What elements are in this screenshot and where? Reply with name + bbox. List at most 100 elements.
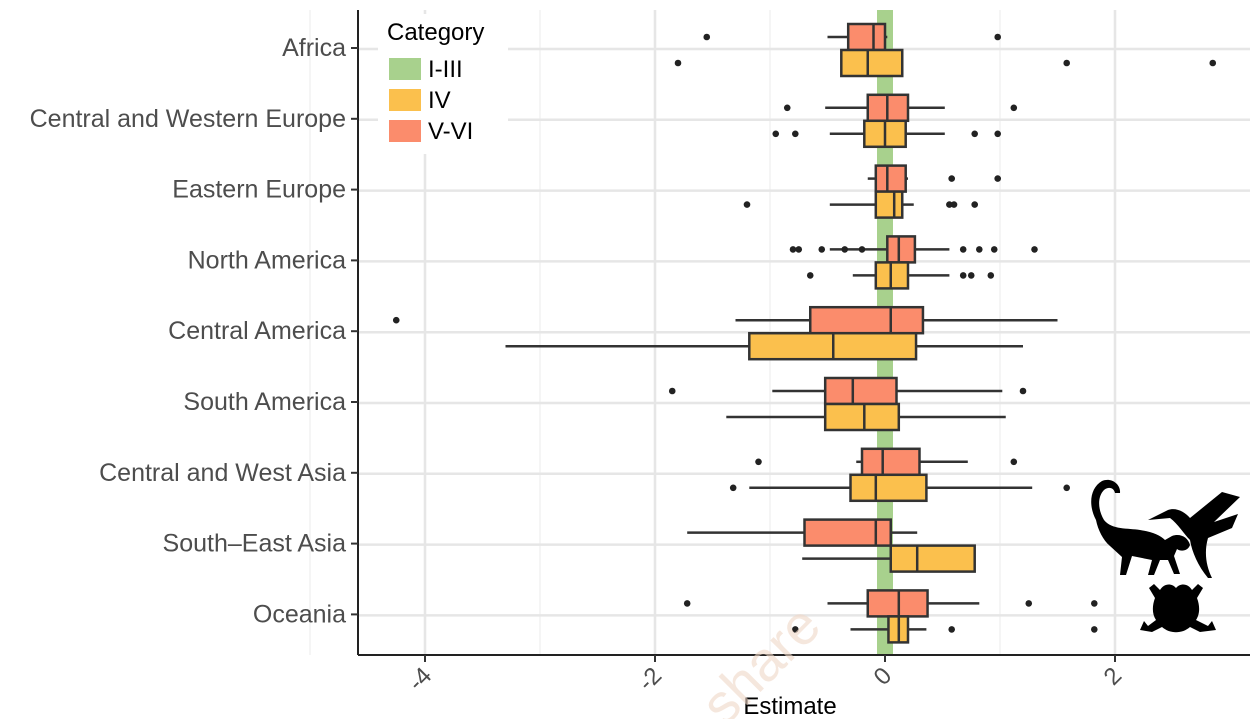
outlier-point	[948, 626, 955, 633]
box-group-v-vi	[755, 447, 1018, 477]
x-tick-label: 2	[1099, 662, 1128, 691]
outlier-point	[792, 130, 799, 138]
box-group-iv	[802, 544, 976, 573]
hummingbird-silhouette-icon	[1148, 492, 1240, 578]
outlier-point	[806, 272, 814, 279]
legend: Category I-III IV V-VI	[378, 14, 508, 154]
legend-title: Category	[387, 19, 484, 46]
outlier-point	[950, 201, 958, 208]
animal-silhouettes	[1091, 479, 1240, 633]
outlier-point	[959, 246, 967, 253]
legend-swatch	[389, 120, 421, 142]
x-tick-label: -4	[403, 662, 437, 696]
outlier-point	[976, 246, 983, 253]
legend-label: IV	[428, 87, 451, 114]
box-group-iv	[792, 615, 1098, 644]
box	[849, 473, 928, 503]
outlier-point	[841, 246, 849, 253]
outlier-point	[971, 130, 978, 138]
outlier-point	[783, 104, 791, 112]
legend-swatch	[389, 89, 421, 111]
box	[809, 305, 925, 335]
outlier-point	[1010, 104, 1018, 112]
box	[846, 22, 887, 52]
y-tick-label: South America	[183, 388, 346, 416]
outlier-point	[1091, 600, 1098, 607]
legend-swatch	[389, 58, 421, 80]
outlier-point	[668, 387, 676, 395]
box	[874, 164, 907, 193]
outlier-point	[795, 246, 803, 253]
box-group-iv	[726, 402, 1006, 432]
legend-label: I-III	[428, 56, 463, 83]
box	[803, 518, 892, 547]
box-group-iv	[743, 190, 978, 219]
monkey-silhouette-icon	[1091, 479, 1190, 575]
boxplot-layer	[392, 22, 1217, 644]
outlier-point	[1019, 387, 1027, 395]
outlier-point	[948, 175, 955, 182]
y-tick-label: Central America	[168, 317, 346, 345]
y-tick-label: North America	[188, 246, 346, 274]
box-group-iv	[806, 261, 995, 290]
outlier-point	[789, 246, 797, 253]
outlier-point	[994, 130, 1001, 138]
outlier-point	[858, 246, 866, 253]
outlier-point	[1025, 600, 1033, 607]
outlier-point	[772, 130, 780, 138]
legend-label: V-VI	[428, 118, 473, 145]
box-group-v-vi	[687, 518, 918, 547]
outlier-point	[792, 626, 799, 633]
outlier-point	[990, 246, 998, 253]
x-tick-label: -2	[633, 662, 667, 696]
x-axis-label: Estimate	[743, 693, 836, 719]
box-group-v-vi	[668, 376, 1027, 406]
box-group-iv	[674, 48, 1217, 78]
box	[874, 190, 904, 219]
outlier-point	[1209, 59, 1217, 67]
outlier-point	[755, 458, 762, 466]
outlier-point	[994, 175, 1001, 182]
outlier-point	[1063, 59, 1070, 67]
axis-layer: Africa Central and Western Europe Eastern …	[30, 10, 1250, 719]
box-group-iv	[772, 119, 1001, 149]
frog-silhouette-icon	[1140, 584, 1216, 633]
outlier-point	[971, 201, 978, 208]
y-tick-label: South–East Asia	[163, 530, 347, 558]
y-tick-label: Eastern Europe	[172, 176, 346, 204]
box-group-v-vi	[683, 589, 1098, 618]
outlier-point	[1091, 626, 1098, 633]
x-tick-label: 0	[869, 662, 898, 691]
outlier-point	[987, 272, 995, 279]
box	[889, 544, 976, 573]
outlier-point	[994, 33, 1001, 41]
outlier-point	[392, 316, 400, 324]
outlier-point	[946, 201, 953, 208]
box-group-v-vi	[392, 305, 1058, 335]
box	[860, 447, 921, 477]
outlier-point	[1031, 246, 1038, 253]
outlier-point	[703, 33, 711, 41]
outlier-point	[674, 59, 682, 67]
y-tick-label: Africa	[282, 34, 346, 62]
outlier-point	[1063, 484, 1070, 492]
box	[840, 48, 904, 78]
outlier-point	[967, 272, 975, 279]
y-tick-label: Oceania	[253, 600, 346, 628]
outlier-point	[959, 272, 967, 279]
outlier-point	[683, 600, 691, 607]
box-group-iv	[729, 473, 1070, 503]
box-group-v-vi	[867, 164, 1001, 193]
y-tick-label: Central and Western Europe	[30, 105, 346, 133]
box-group-iv	[505, 331, 1023, 361]
outlier-point	[729, 484, 737, 492]
box	[823, 376, 898, 406]
box-group-v-vi	[703, 22, 1001, 52]
box	[886, 235, 917, 264]
outlier-point	[818, 246, 826, 253]
outlier-point	[743, 201, 751, 208]
outlier-point	[1010, 458, 1018, 466]
box-group-v-vi	[783, 93, 1018, 123]
box	[823, 402, 901, 432]
